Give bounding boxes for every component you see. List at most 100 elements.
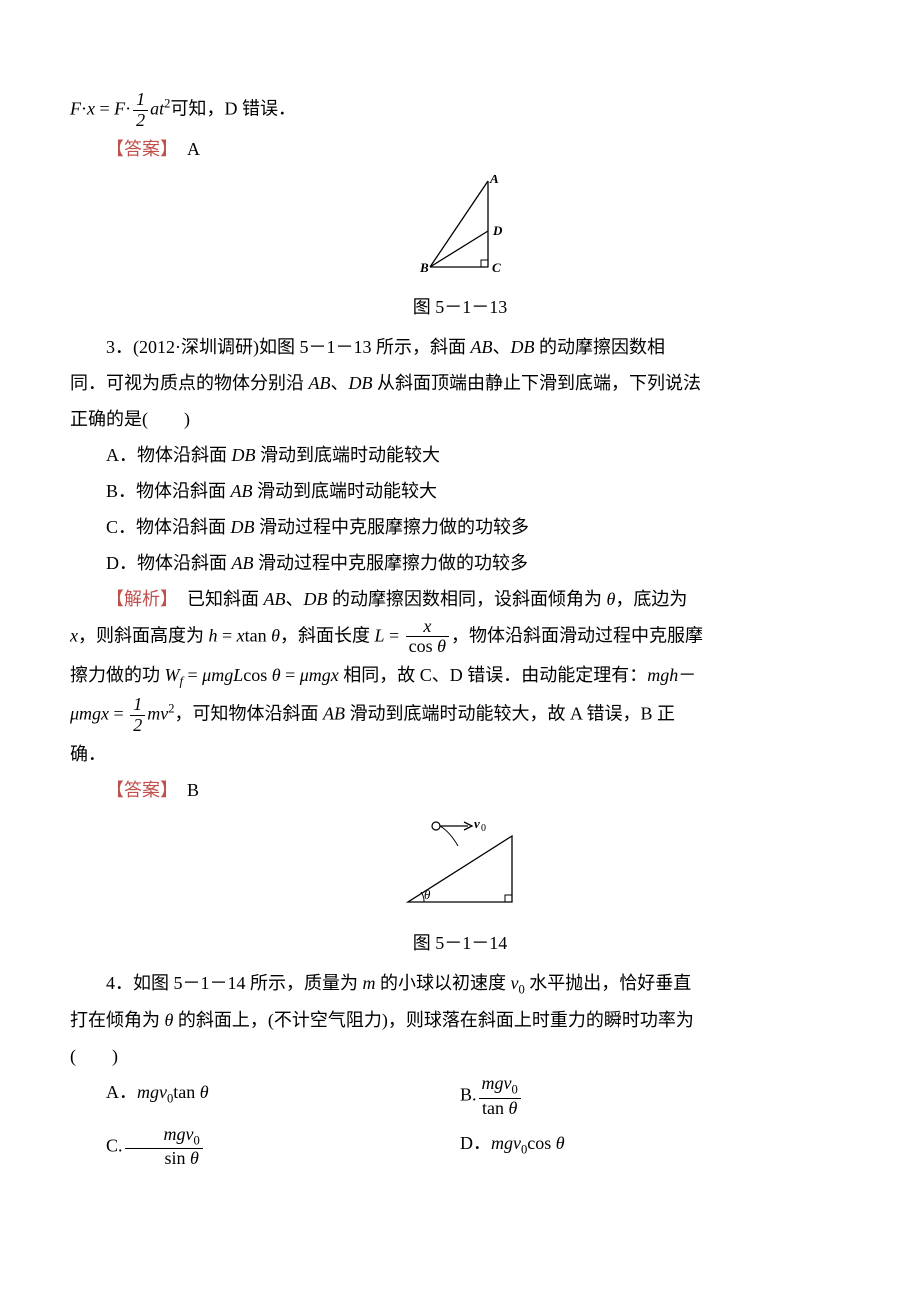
mgx: mgx: [79, 703, 109, 723]
sub0: 0: [194, 1133, 200, 1147]
solution-label: 【解析】: [106, 589, 169, 609]
label-v: v: [474, 816, 480, 831]
t: 滑动到底端时动能较大: [253, 481, 438, 501]
num: mgv0: [479, 1074, 521, 1097]
figure-1: A B C D: [70, 175, 850, 287]
ab: AB: [264, 589, 286, 609]
theta: θ: [271, 625, 280, 645]
q4-stem-line1: 4．如图 5－1－14 所示，质量为 m 的小球以初速度 v0 水平抛出，恰好垂…: [70, 965, 850, 1003]
t: 滑动过程中克服摩擦力做的功较多: [255, 517, 530, 537]
answer-value: A: [169, 139, 200, 159]
q3-stem-line3: 正确的是( ): [70, 401, 850, 437]
t: ，则斜面高度为: [78, 625, 209, 645]
t: 滑动过程中克服摩擦力做的功较多: [254, 553, 529, 573]
mu: μ: [300, 665, 309, 685]
figure-2: θ v 0: [70, 816, 850, 923]
v: v: [160, 703, 168, 723]
theta: θ: [190, 1148, 199, 1168]
db: DB: [231, 517, 255, 537]
x: x: [70, 625, 78, 645]
q3-solution-line2: x，则斜面高度为 h = xtan θ，斜面长度 L = xcos θ，物体沿斜…: [70, 617, 850, 658]
label-C: C: [492, 260, 501, 275]
t: B．物体沿斜面: [106, 481, 231, 501]
t: C．物体沿斜面: [106, 517, 231, 537]
t: 4．如图 5－1－14 所示，质量为: [106, 973, 363, 993]
frac-den: 2: [133, 110, 148, 131]
den: sin θ: [125, 1148, 203, 1169]
t: B.: [460, 1085, 477, 1105]
answer-1: 【答案】 A: [70, 131, 850, 167]
t: ，斜面长度: [280, 625, 375, 645]
t: 、: [331, 373, 349, 393]
answer-value: B: [169, 780, 199, 800]
mgv: mgv: [137, 1082, 167, 1102]
v: v: [511, 973, 519, 993]
label-B: B: [419, 260, 429, 275]
t: C.: [106, 1135, 123, 1155]
ab: AB: [323, 703, 345, 723]
q4-options-row1: A．mgv0tan θ B.mgv0tan θ: [70, 1074, 850, 1118]
theta: θ: [437, 636, 446, 656]
num: x: [406, 617, 449, 637]
cos: cos: [527, 1133, 556, 1153]
eq: =: [385, 625, 404, 645]
ab: AB: [470, 337, 492, 357]
tan: tan: [245, 625, 272, 645]
t: 、: [492, 337, 510, 357]
t: ，可知物体沿斜面: [175, 703, 324, 723]
W: W: [165, 665, 180, 685]
db: DB: [510, 337, 534, 357]
q3-solution-line4: μmgx = 12mv2，可知物体沿斜面 AB 滑动到底端时动能较大，故 A 错…: [70, 695, 850, 736]
q4-stem-line3: ( ): [70, 1038, 850, 1074]
mgv: mgv: [482, 1073, 512, 1093]
ab: AB: [231, 481, 253, 501]
label-A: A: [489, 175, 499, 186]
cos: cos: [409, 636, 438, 656]
sub0: 0: [512, 1083, 518, 1097]
mgL: mgL: [211, 665, 243, 685]
mu: μ: [202, 665, 211, 685]
frag-line: F·x = F·12at2可知，D 错误．: [70, 90, 850, 131]
t: D．: [460, 1133, 491, 1153]
sym-a: a: [150, 98, 159, 118]
q3-option-d: D．物体沿斜面 AB 滑动过程中克服摩擦力做的功较多: [70, 545, 850, 581]
den: 2: [130, 715, 145, 736]
t: 滑动到底端时动能较大: [256, 445, 441, 465]
frac-half: 12: [133, 90, 148, 131]
mgx: mgx: [309, 665, 339, 685]
eq: =: [281, 665, 300, 685]
q4-options-row2: C.mgv0sin θ D．mgv0cos θ: [70, 1125, 850, 1169]
t: 3．(2012·深圳调研)如图 5－1－13 所示，斜面: [106, 337, 470, 357]
sym-F2: F: [114, 98, 125, 118]
theta: θ: [200, 1082, 209, 1102]
eq: =: [109, 703, 128, 723]
q3-option-b: B．物体沿斜面 AB 滑动到底端时动能较大: [70, 473, 850, 509]
m: m: [147, 703, 160, 723]
q3-option-c: C．物体沿斜面 DB 滑动过程中克服摩擦力做的功较多: [70, 509, 850, 545]
q4-option-d: D．mgv0cos θ: [460, 1125, 850, 1169]
mgv: mgv: [491, 1133, 521, 1153]
t: A．: [106, 1082, 137, 1102]
label-D: D: [492, 223, 503, 238]
theta: θ: [508, 1098, 517, 1118]
q3-solution-line3: 擦力做的功 Wf = μmgLcos θ = μmgx 相同，故 C、D 错误．…: [70, 657, 850, 695]
frac-num: 1: [133, 90, 148, 110]
theta: θ: [272, 665, 281, 685]
incline-diagram: θ v 0: [390, 816, 530, 911]
sin: sin: [164, 1148, 190, 1168]
answer-label: 【答案】: [106, 139, 169, 159]
label-theta: θ: [424, 887, 431, 902]
q3-stem-line1: 3．(2012·深圳调研)如图 5－1－13 所示，斜面 AB、DB 的动摩擦因…: [70, 329, 850, 365]
tail-text: 可知，D 错误．: [170, 98, 296, 118]
frac-x-cos: xcos θ: [406, 617, 449, 658]
t: 滑动到底端时动能较大，故 A 错误，B 正: [345, 703, 675, 723]
num: mgv0: [125, 1125, 203, 1148]
db: DB: [349, 373, 373, 393]
answer-3: 【答案】 B: [70, 772, 850, 808]
sym-F: F: [70, 98, 81, 118]
db: DB: [232, 445, 256, 465]
t: 同．可视为质点的物体分别沿: [70, 373, 309, 393]
mgh: mgh: [647, 665, 678, 685]
dot2: ·: [125, 98, 131, 118]
t: 打在倾角为: [70, 1010, 165, 1030]
